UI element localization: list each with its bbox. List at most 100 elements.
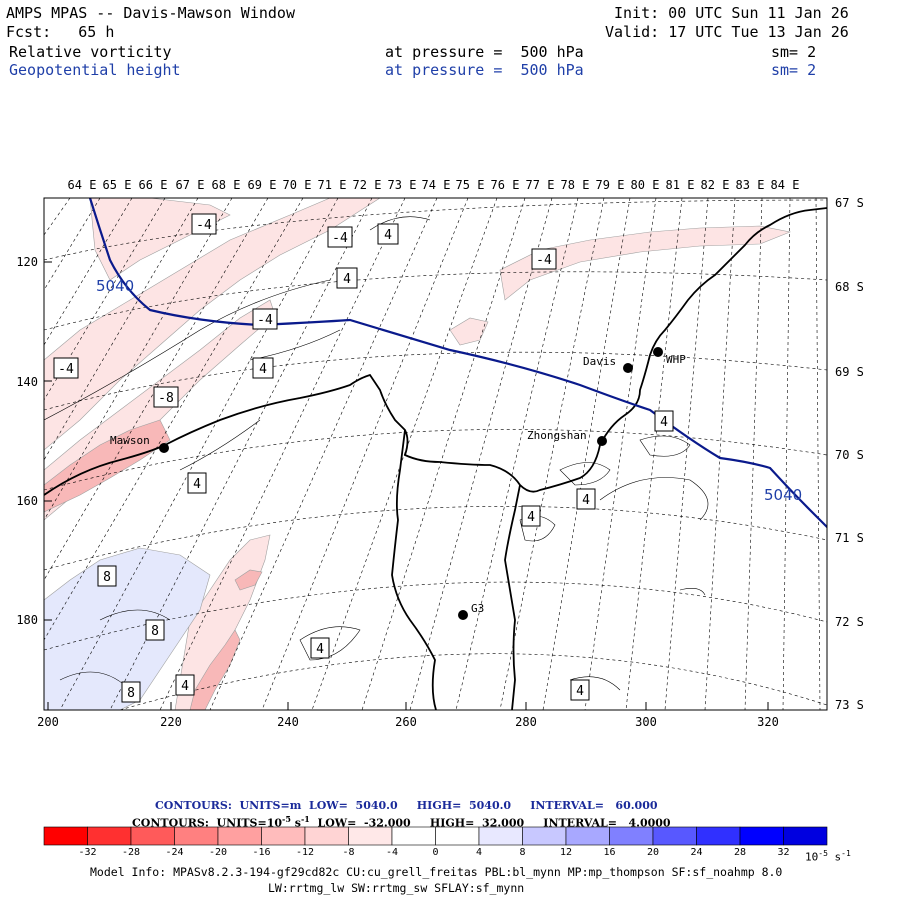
svg-text:8: 8 — [151, 624, 159, 639]
colorbar-tick-label: 32 — [777, 847, 790, 858]
colorbar-tick-label: -32 — [78, 847, 97, 858]
lon-label: 72 E — [353, 178, 382, 192]
svg-text:4: 4 — [316, 642, 324, 657]
vort-label: -8 — [153, 386, 179, 408]
lat-label: 71 S — [835, 531, 864, 545]
vort-label: 4 — [521, 505, 541, 527]
vort-label: 4 — [252, 357, 274, 379]
vorticity-shading-strong — [189, 629, 241, 710]
y-axis-label: 160 — [16, 494, 38, 508]
station-label-g3: G3 — [471, 602, 484, 615]
x-axis-label: 240 — [277, 715, 299, 729]
x-axis-label: 300 — [635, 715, 657, 729]
vort-label: -4 — [531, 248, 557, 270]
vort-label: 4 — [576, 488, 596, 510]
vorticity-labels: -4 -4 4 4 -4 -4 -4 4 -8 4 4 8 8 8 4 4 4 … — [53, 213, 674, 703]
valid-time: Valid: 17 UTC Tue 13 Jan 26 — [605, 23, 849, 41]
vort-label: 4 — [377, 223, 399, 245]
colorbar — [43, 826, 828, 846]
forecast-hour: Fcst: 65 h — [6, 23, 115, 41]
svg-text:4: 4 — [660, 415, 668, 430]
field1-level: at pressure = 500 hPa — [385, 43, 584, 61]
height-contour-5040 — [88, 198, 827, 529]
svg-text:4: 4 — [259, 362, 267, 377]
field1-name: Relative vorticity — [9, 43, 172, 61]
svg-text:-4: -4 — [196, 218, 212, 233]
station-marker-whp — [653, 347, 663, 357]
lon-label: 75 E — [456, 178, 485, 192]
contour-info-height: CONTOURS: UNITS=m LOW= 5040.0 HIGH= 5040… — [155, 799, 658, 812]
svg-text:-4: -4 — [257, 313, 273, 328]
lat-label: 67 S — [835, 196, 864, 210]
lat-label: 70 S — [835, 448, 864, 462]
colorbar-tick-label: 24 — [690, 847, 703, 858]
y-axis-label: 120 — [16, 255, 38, 269]
lon-label: 73 E — [388, 178, 417, 192]
station-marker-mawson — [159, 443, 169, 453]
svg-text:4: 4 — [576, 684, 584, 699]
svg-text:-4: -4 — [536, 253, 552, 268]
colorbar-tick-label: 28 — [733, 847, 747, 858]
vort-label: 4 — [336, 267, 358, 289]
vort-label: 8 — [97, 565, 117, 587]
model-info-line1: Model Info: MPASv8.2.3-194-gf29cd82c CU:… — [90, 865, 783, 879]
lon-label: 82 E — [701, 178, 730, 192]
vort-label: 4 — [570, 679, 590, 701]
vorticity-shading-strong — [44, 419, 171, 513]
field2-level: at pressure = 500 hPa — [385, 61, 584, 79]
x-axis-label: 320 — [757, 715, 779, 729]
colorbar-tick-label: 12 — [559, 847, 573, 858]
colorbar-tick-label: -28 — [121, 847, 141, 858]
lon-label: 74 E — [422, 178, 451, 192]
x-axis-label: 200 — [37, 715, 59, 729]
colorbar-tick-label: 0 — [432, 847, 439, 858]
axis-ticks — [44, 261, 769, 710]
lon-label: 70 E — [283, 178, 312, 192]
svg-text:4: 4 — [582, 493, 590, 508]
svg-text:4: 4 — [527, 510, 535, 525]
svg-text:8: 8 — [103, 570, 111, 585]
colorbar-tick-label: 4 — [475, 847, 483, 858]
svg-text:-8: -8 — [158, 391, 174, 406]
colorbar-unit: 10-5 s-1 — [805, 849, 851, 864]
colorbar-swatch — [696, 826, 741, 846]
vort-label: -4 — [191, 213, 217, 235]
field2-smoothing: sm= 2 — [771, 61, 817, 79]
svg-text:4: 4 — [384, 228, 392, 243]
lon-label: 66 E — [139, 178, 168, 192]
svg-text:4: 4 — [193, 477, 201, 492]
coastline — [44, 207, 827, 710]
lon-label: 67 E — [176, 178, 205, 192]
field1-smoothing: sm= 2 — [771, 43, 817, 61]
y-axis-label: 140 — [16, 375, 38, 389]
vorticity-shading-negative — [499, 225, 792, 301]
vort-label: 8 — [121, 681, 141, 703]
contour-info-vorticity: CONTOURS: UNITS=10-5 s-1 LOW= -32.000 HI… — [132, 814, 671, 830]
stations — [159, 347, 663, 620]
lat-label: 72 S — [835, 615, 864, 629]
lon-label: 78 E — [561, 178, 590, 192]
colorbar-swatch — [783, 826, 828, 846]
vort-label: -4 — [53, 357, 79, 379]
lon-label: 83 E — [736, 178, 765, 192]
lon-label: 79 E — [596, 178, 625, 192]
lon-label: 84 E — [771, 178, 800, 192]
colorbar-tick-label: -8 — [342, 847, 355, 858]
vort-label: 4 — [175, 674, 195, 696]
colorbar-tick-label: -4 — [385, 847, 399, 858]
map-panel — [44, 198, 827, 710]
svg-text:8: 8 — [127, 686, 135, 701]
colorbar-tick-label: 20 — [646, 847, 660, 858]
lon-label: 77 E — [526, 178, 555, 192]
vorticity-shading-strong — [234, 569, 263, 591]
vort-label: 4 — [310, 637, 330, 659]
lon-label: 76 E — [491, 178, 520, 192]
lat-label: 68 S — [835, 280, 864, 294]
lon-label: 80 E — [631, 178, 660, 192]
model-info-line2: LW:rrtmg_lw SW:rrtmg_sw SFLAY:sf_mynn — [268, 881, 525, 895]
x-axis-label: 280 — [515, 715, 537, 729]
colorbar-tick-label: -20 — [208, 847, 228, 858]
station-marker-g3 — [458, 610, 468, 620]
colorbar-tick-label: -12 — [295, 847, 315, 858]
